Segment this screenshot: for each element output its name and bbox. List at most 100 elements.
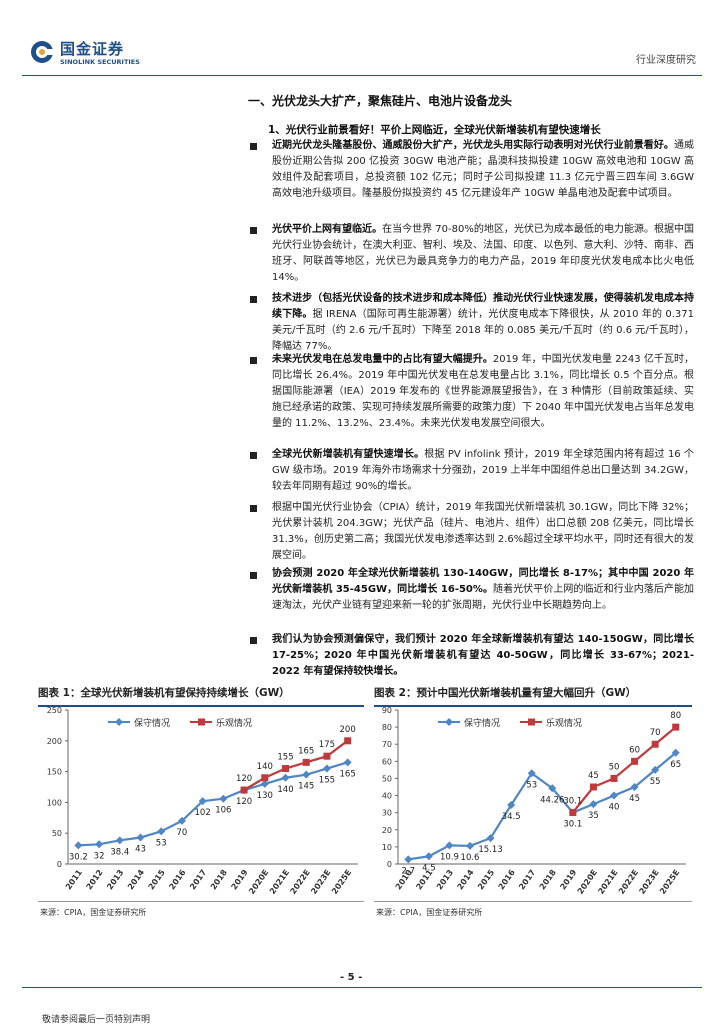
series-line — [572, 726, 677, 814]
data-point — [589, 783, 597, 791]
bullet-icon — [250, 505, 257, 512]
data-label: 2.7 — [402, 866, 416, 876]
data-point — [343, 758, 352, 767]
data-label: 155 — [319, 776, 335, 786]
legend-label: 乐观情况 — [216, 717, 252, 729]
x-tick-label: 2023E — [309, 868, 332, 896]
data-label: 34.5 — [502, 812, 521, 822]
bullet-icon — [250, 296, 257, 303]
paragraph-6: 根据中国光伏行业协会（CPIA）统计，2019 年我国光伏新增装机 30.1GW… — [272, 502, 694, 561]
y-tick-label: 10 — [382, 843, 392, 852]
data-point — [630, 783, 639, 791]
y-tick-label: 90 — [382, 706, 392, 715]
y-tick-label: 200 — [47, 737, 62, 746]
header-divider — [22, 75, 702, 76]
bullet-icon — [250, 452, 257, 459]
y-tick-label: 0 — [387, 860, 392, 869]
data-label: 102 — [195, 808, 211, 818]
y-tick-label: 70 — [382, 740, 392, 749]
x-tick-label: 2018 — [209, 868, 229, 892]
data-point — [610, 791, 618, 800]
data-point — [115, 836, 124, 845]
data-label: 120 — [236, 774, 252, 784]
data-label: 165 — [340, 769, 356, 779]
x-tick-label: 2025E — [658, 868, 681, 896]
data-label: 40 — [609, 803, 620, 813]
report-type: 行业深度研究 — [636, 55, 696, 66]
data-point — [260, 779, 269, 788]
y-tick-label: 250 — [47, 706, 62, 715]
footer-divider — [22, 987, 702, 988]
data-point — [302, 758, 310, 766]
x-tick-label: 2017 — [517, 868, 537, 891]
legend-label: 乐观情况 — [546, 717, 582, 729]
data-point — [610, 774, 618, 782]
data-label: 38.4 — [110, 847, 129, 857]
data-point — [486, 834, 495, 843]
data-label: 45 — [629, 794, 640, 804]
section-title: 一、光伏龙头大扩产，聚焦硅片、电池片设备龙头 — [248, 94, 513, 108]
data-label: 4.5 — [422, 863, 436, 873]
figure-2-bottom-rule — [374, 901, 692, 902]
figure-1-bottom-rule — [38, 901, 364, 902]
data-label: 53 — [156, 838, 167, 848]
data-label: 145 — [298, 782, 314, 792]
x-tick-label: 2012 — [85, 868, 105, 891]
data-label: 175 — [319, 740, 335, 750]
bullet-icon — [250, 572, 257, 579]
paragraph-7: 协会预测 2020 年全球光伏新增装机 130-140GW，同比增长 8-17%… — [272, 568, 694, 611]
legend-label: 保守情况 — [464, 717, 500, 729]
x-tick-label: 2015 — [147, 868, 167, 892]
paragraph-8: 我们认为协会预测偏保守，我们预计 2020 年全球新增装机有望达 140-150… — [272, 634, 694, 677]
data-label: 35 — [588, 811, 599, 821]
y-tick-label: 30 — [382, 809, 392, 818]
data-label: 155 — [277, 753, 293, 763]
data-point — [136, 833, 145, 842]
data-label: 53 — [526, 780, 537, 790]
data-label: 30.1 — [563, 796, 582, 806]
data-label: 15.13 — [478, 845, 502, 855]
data-point — [219, 794, 228, 803]
x-tick-label: 2013 — [435, 868, 455, 891]
data-label: 43 — [135, 845, 146, 855]
brand-logo: 国金证券 SINOLINK SECURITIES — [30, 38, 140, 72]
paragraph-5: 全球光伏新增装机有望快速增长。根据 PV infolink 预计，2019 年全… — [272, 449, 694, 492]
data-point — [569, 808, 577, 816]
data-label: 60 — [629, 745, 640, 755]
x-tick-label: 2022E — [617, 868, 640, 896]
data-label: 70 — [177, 828, 188, 838]
bullet-icon — [250, 637, 257, 644]
data-label: 30.2 — [69, 852, 88, 862]
x-tick-label: 2011 — [64, 868, 84, 892]
x-tick-label: 2019 — [230, 868, 250, 892]
data-point — [177, 816, 186, 825]
data-label: 30.1 — [563, 819, 582, 829]
x-tick-label: 2014 — [126, 868, 146, 892]
y-tick-label: 80 — [382, 723, 392, 732]
legend-marker-diamond — [445, 718, 453, 726]
x-tick-label: 2014 — [455, 868, 475, 892]
brand-name-cn: 国金证券 — [60, 40, 125, 58]
data-label: 200 — [340, 725, 356, 735]
data-point — [157, 827, 166, 836]
data-point — [589, 800, 598, 809]
figure-1-source: 来源：CPIA，国金证券研究所 — [40, 908, 147, 917]
data-point — [631, 757, 639, 765]
data-point — [404, 855, 413, 864]
bullet-icon — [250, 357, 257, 364]
data-label: 32 — [94, 851, 105, 861]
data-point — [507, 800, 516, 809]
data-label: 55 — [650, 777, 661, 787]
data-label: 45 — [588, 771, 599, 781]
x-tick-label: 2020E — [247, 868, 270, 896]
data-label: 44.26 — [540, 795, 564, 805]
data-point — [302, 770, 311, 779]
data-point — [261, 774, 269, 782]
x-tick-label: 2019 — [558, 868, 578, 892]
x-tick-label: 2023E — [638, 868, 661, 896]
x-tick-label: 2016 — [497, 868, 517, 892]
legend-label: 保守情况 — [134, 717, 170, 729]
y-tick-label: 20 — [382, 826, 392, 835]
